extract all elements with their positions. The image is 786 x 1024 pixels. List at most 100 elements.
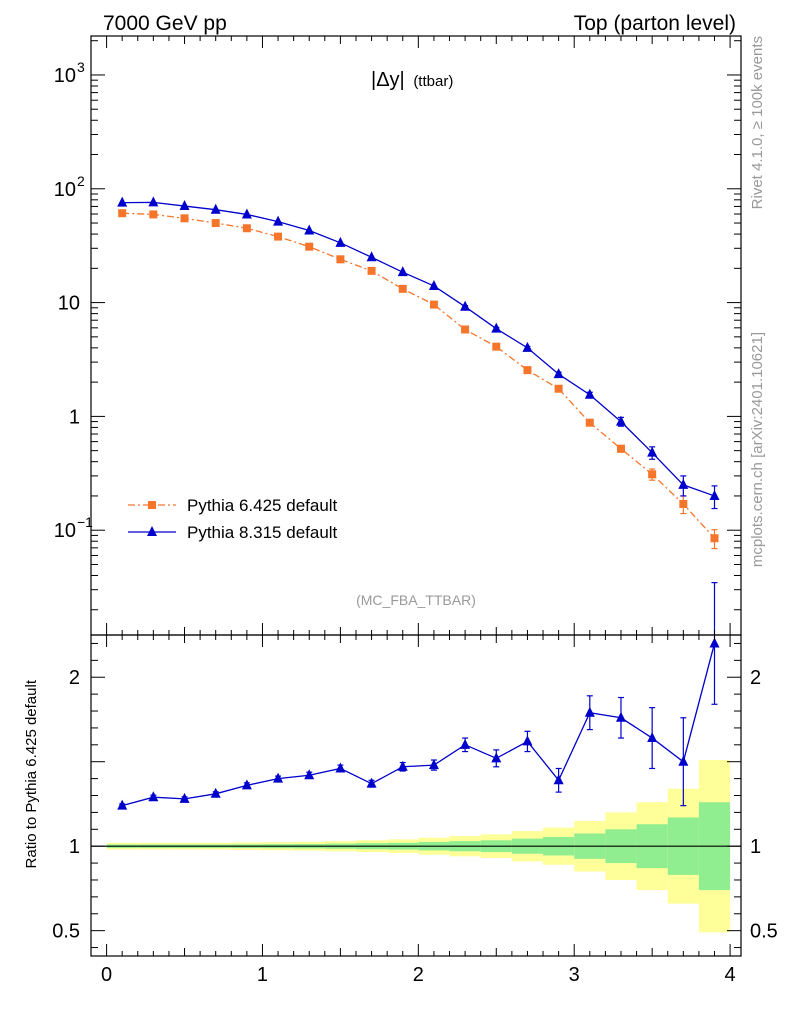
series-point-triangle xyxy=(210,203,221,214)
series-point-square xyxy=(616,444,625,453)
series-point-square xyxy=(305,242,314,251)
series-point-square xyxy=(242,224,251,233)
ratio-point-triangle xyxy=(678,755,689,766)
series-point-triangle xyxy=(709,489,720,500)
ratio-point-triangle xyxy=(117,799,128,810)
ratio-plot-area xyxy=(117,582,720,810)
series-point-triangle xyxy=(647,446,658,457)
main-series-group xyxy=(117,196,720,550)
series-point-square xyxy=(679,499,688,508)
series-point-triangle xyxy=(397,266,408,277)
ratio-point-triangle xyxy=(460,738,471,749)
ratio-y-tick-label-left: 1 xyxy=(69,836,80,858)
series-point-square xyxy=(367,266,376,275)
ratio-point-triangle xyxy=(709,637,720,648)
ratio-point-triangle xyxy=(241,779,252,790)
series-point-square xyxy=(180,214,189,223)
series-line-0 xyxy=(122,212,715,539)
ratio-point-triangle xyxy=(522,735,533,746)
ratio-y-tick-label-right: 0.5 xyxy=(750,921,778,943)
legend-label-pythia6: Pythia 6.425 default xyxy=(187,496,338,515)
series-point-triangle xyxy=(553,368,564,379)
series-point-triangle xyxy=(304,224,315,235)
series-point-triangle xyxy=(273,215,284,226)
series-point-triangle xyxy=(148,196,159,207)
plot-title-main: |Δy| xyxy=(371,69,405,91)
main-y-tick-label: 10 xyxy=(54,179,76,201)
series-point-square xyxy=(149,210,158,219)
ratio-point-triangle xyxy=(179,792,190,803)
main-y-tick-label: 10 xyxy=(54,65,76,87)
x-tick-label: 3 xyxy=(569,964,580,986)
plot-title: |Δy| (ttbar) xyxy=(371,69,453,91)
header-energy-label: 7000 GeV pp xyxy=(103,12,227,35)
legend: Pythia 6.425 default Pythia 8.315 defaul… xyxy=(128,496,338,542)
ratio-point-triangle xyxy=(335,762,346,773)
x-tick-label: 4 xyxy=(725,964,736,986)
series-point-triangle xyxy=(678,478,689,489)
x-tick-label: 0 xyxy=(101,964,112,986)
series-point-square xyxy=(461,325,470,334)
ratio-ylabel: Ratio to Pythia 6.425 default xyxy=(23,679,40,868)
ratio-band-group xyxy=(91,760,741,933)
series-line-1 xyxy=(122,201,715,497)
legend-marker-pythia8 xyxy=(147,526,157,536)
ratio-point-triangle xyxy=(148,791,159,802)
series-point-triangle xyxy=(615,415,626,426)
ratio-y-tick-label-right: 2 xyxy=(750,667,761,689)
series-point-triangle xyxy=(460,300,471,311)
ratio-y-tick-label-right: 1 xyxy=(750,836,761,858)
legend-label-pythia8: Pythia 8.315 default xyxy=(187,523,338,542)
series-point-triangle xyxy=(241,208,252,219)
series-point-square xyxy=(492,342,501,351)
main-y-tick-label: 1 xyxy=(69,406,80,428)
ratio-series-line xyxy=(122,643,716,807)
ratio-point-triangle xyxy=(553,774,564,785)
series-point-square xyxy=(336,255,345,264)
series-point-square xyxy=(585,418,594,427)
series-point-square xyxy=(398,284,407,293)
series-point-triangle xyxy=(522,341,533,352)
series-point-triangle xyxy=(584,388,595,399)
series-point-square xyxy=(523,366,532,375)
series-point-triangle xyxy=(179,200,190,211)
ratio-point-triangle xyxy=(491,752,502,763)
legend-marker-pythia6 xyxy=(148,501,156,509)
main-y-tick-label: 10 xyxy=(58,293,80,315)
main-panel-frame xyxy=(90,35,742,636)
series-point-triangle xyxy=(335,236,346,247)
series-point-triangle xyxy=(491,322,502,333)
ratio-y-tick-label-left: 0.5 xyxy=(52,921,80,943)
analysis-label: (MC_FBA_TTBAR) xyxy=(356,592,476,608)
header-process-label: Top (parton level) xyxy=(574,12,736,35)
series-point-triangle xyxy=(366,251,377,262)
ratio-point-triangle xyxy=(428,759,439,770)
series-point-square xyxy=(118,209,127,218)
main-y-tick-label: 10 xyxy=(54,520,76,542)
series-point-triangle xyxy=(117,196,128,207)
series-point-square xyxy=(710,534,719,543)
ratio-point-triangle xyxy=(647,732,658,743)
rivet-version-label: Rivet 4.1.0, ≥ 100k events xyxy=(749,36,766,209)
series-point-triangle xyxy=(428,279,439,290)
ratio-point-triangle xyxy=(397,760,408,771)
ratio-y-tick-label-left: 2 xyxy=(69,667,80,689)
ratio-point-triangle xyxy=(584,706,595,717)
main-y-tick-exponent: −1 xyxy=(77,514,93,530)
series-point-square xyxy=(429,300,438,309)
x-tick-label: 2 xyxy=(413,964,424,986)
ratio-point-triangle xyxy=(273,772,284,783)
ratio-panel-frame xyxy=(90,634,742,957)
plot-title-suffix: (ttbar) xyxy=(413,73,453,90)
series-point-square xyxy=(648,470,657,479)
x-tick-label: 1 xyxy=(257,964,268,986)
mcplots-label: mcplots.cern.ch [arXiv:2401.10621] xyxy=(749,332,766,567)
ratio-point-triangle xyxy=(615,711,626,722)
series-point-square xyxy=(274,232,283,241)
ratio-point-triangle xyxy=(210,787,221,798)
main-y-tick-exponent: 3 xyxy=(77,59,85,75)
ratio-point-triangle xyxy=(304,769,315,780)
series-point-square xyxy=(211,219,220,228)
